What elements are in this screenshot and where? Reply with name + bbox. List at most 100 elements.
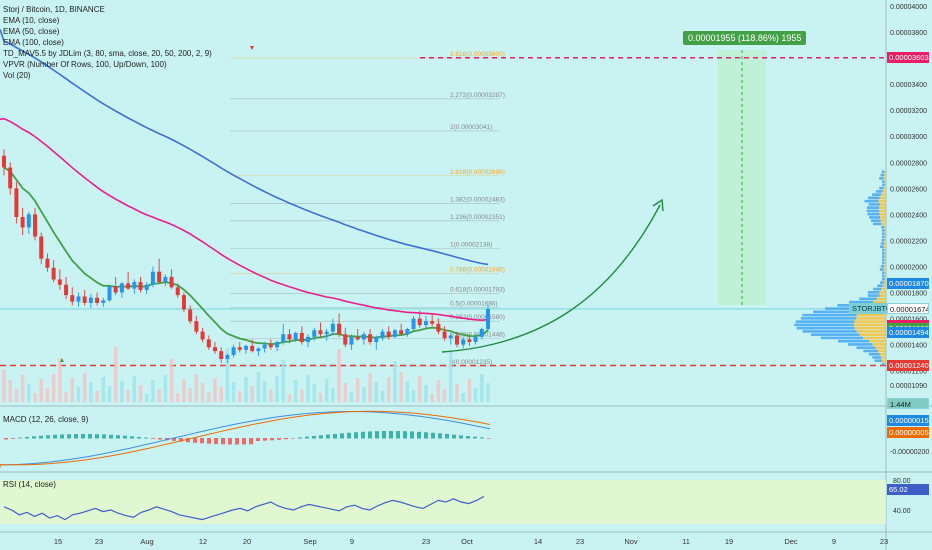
candle-body	[2, 155, 6, 168]
candle-body	[82, 296, 87, 303]
x-axis-tick: 23	[422, 537, 430, 546]
y-axis-tick: 0.00003200	[890, 108, 927, 115]
candle-body	[256, 348, 261, 352]
vpvr-bar-down	[879, 212, 886, 216]
volume-bar	[256, 372, 261, 402]
volume-bar	[448, 350, 453, 402]
fib-label: 0(0.00001235)	[450, 359, 492, 366]
vpvr-bar-up	[795, 320, 855, 323]
volume-bar	[58, 358, 62, 402]
macd-hist-bar	[368, 431, 372, 439]
macd-hist-bar	[235, 438, 239, 445]
vpvr-bar-up	[867, 212, 880, 216]
candle-body	[200, 331, 205, 340]
vpvr-bar-up	[812, 310, 861, 314]
vpvr-bar-down	[879, 352, 886, 356]
candle-body	[212, 347, 217, 352]
macd-hist-bar	[291, 438, 295, 439]
fib-label: 0.618(0.00001793)	[450, 286, 505, 293]
volume-bar	[430, 394, 434, 402]
volume-bar	[343, 383, 348, 402]
projection-arrowhead	[652, 198, 664, 212]
vpvr-bar-up	[882, 258, 885, 262]
vpvr-bar-up	[872, 222, 882, 226]
volume-bar	[101, 377, 106, 402]
macd-hist-bar	[172, 438, 176, 441]
vpvr-bar-up	[867, 206, 880, 209]
volume-bar	[380, 391, 385, 402]
fib-label: 0.5(0.00001686)	[450, 300, 498, 307]
vpvr-bar-up	[882, 274, 885, 278]
candle-body	[101, 300, 106, 303]
price-tag: 0.00001870	[887, 277, 929, 289]
vpvr-bar-up	[856, 346, 876, 349]
candle-body	[64, 284, 69, 296]
vpvr-bar-up	[882, 255, 885, 258]
volume-bar	[138, 385, 143, 402]
volume-bar	[424, 385, 428, 402]
vpvr-bar-down	[883, 281, 886, 284]
candle-body	[454, 335, 459, 345]
candle-body	[473, 336, 478, 343]
macd-hist-bar	[277, 438, 281, 440]
vpvr-bar-down	[883, 245, 886, 249]
macd-hist-bar	[18, 437, 22, 439]
macd-hist-bar	[466, 436, 470, 439]
fib-label: 0.786(0.00001945)	[450, 267, 505, 274]
y-axis-tick: 0.00002600	[890, 186, 927, 193]
volume-bar	[281, 360, 286, 402]
legend-vol: Vol (20)	[3, 71, 31, 80]
y-axis-tick: 0.00001200	[890, 369, 927, 376]
volume-bar	[386, 377, 391, 402]
fib-label: 1.236(0.00002351)	[450, 214, 505, 221]
vpvr-bar-down	[882, 190, 886, 193]
vpvr-bar-up	[802, 330, 857, 333]
macd-hist-bar	[11, 438, 15, 439]
vpvr-bar-down	[884, 238, 886, 242]
volume-bar	[262, 381, 267, 402]
volume-bar	[324, 379, 329, 402]
volume-bar	[275, 376, 279, 402]
volume-bar	[163, 375, 168, 402]
candle-body	[219, 351, 224, 359]
macd-hist-bar	[46, 435, 50, 439]
volume-bar	[182, 379, 186, 402]
vpvr-bar-down	[884, 183, 886, 187]
vpvr-bar-up	[820, 336, 864, 340]
candle-body	[14, 188, 19, 217]
vpvr-bar-up	[873, 287, 882, 291]
candle-body	[430, 321, 435, 324]
macd-hist-bar	[410, 431, 414, 439]
vpvr-bar-down	[872, 343, 886, 346]
volume-bar	[89, 382, 93, 402]
candle-body	[330, 323, 335, 332]
x-axis-tick: 23	[880, 537, 888, 546]
macd-hist-bar	[452, 434, 456, 439]
vpvr-bar-up	[847, 343, 873, 346]
fib-label: 2.272(0.00003287)	[450, 92, 505, 99]
candle-body	[318, 330, 323, 335]
volume-bar	[120, 381, 124, 402]
volume-bar	[200, 383, 205, 402]
candle-body	[486, 308, 490, 329]
y-axis-tick: 0.00003400	[890, 82, 927, 89]
candle-body	[39, 236, 44, 259]
ema50-line	[0, 117, 489, 322]
candle-body	[20, 216, 25, 228]
y-axis-tick: 0.00003800	[890, 30, 927, 37]
candle-body	[157, 271, 162, 283]
volume-bar	[393, 361, 397, 402]
volume-bar	[374, 382, 379, 402]
volume-bar	[169, 359, 174, 402]
vpvr-bar-down	[881, 356, 886, 359]
macd-hist-bar	[473, 436, 477, 439]
y-axis-tick: 0.00001400	[890, 343, 927, 350]
vpvr-bar-down	[884, 278, 886, 281]
vpvr-bar-down	[884, 258, 886, 262]
vpvr-bar-up	[882, 248, 885, 252]
x-axis-tick: Sep	[303, 537, 316, 546]
volume-bar	[113, 347, 118, 402]
vpvr-bar-down	[884, 235, 886, 239]
vpvr-bar-up	[880, 173, 885, 177]
candle-body	[411, 318, 416, 329]
